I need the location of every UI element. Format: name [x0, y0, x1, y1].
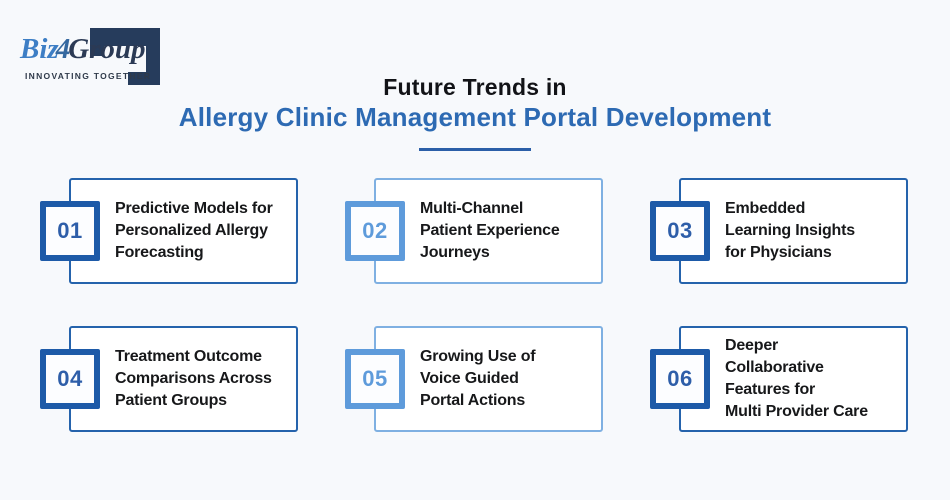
brand-prefix: Biz	[20, 33, 59, 65]
card-number-badge: 06	[650, 349, 710, 409]
trend-card-5: 05 Growing Use of Voice Guided Portal Acti…	[345, 326, 603, 432]
trend-card-1: 01 Predictive Models for Personalized All…	[40, 178, 298, 284]
card-number-badge: 03	[650, 201, 710, 261]
title-divider	[419, 148, 531, 151]
page-title-block: Future Trends in Allergy Clinic Manageme…	[0, 74, 950, 151]
trend-card-4: 04 Treatment Outcome Comparisons Across Pa…	[40, 326, 298, 432]
brand-numeral: 4	[55, 33, 71, 65]
logo-mark-icon	[90, 28, 160, 85]
card-number-badge: 02	[345, 201, 405, 261]
biz4group-logo: Biz4Group INNOVATING TOGETHER	[18, 20, 178, 92]
card-number-badge: 01	[40, 201, 100, 261]
trend-card-2: 02 Multi-Channel Patient Experience Journe…	[345, 178, 603, 284]
card-number-badge: 05	[345, 349, 405, 409]
trend-card-6: 06 Deeper Collaborative Features for Multi …	[650, 326, 908, 432]
page-title: Future Trends in	[383, 74, 567, 100]
card-title: Predictive Models for Personalized Allerg…	[115, 200, 273, 261]
brand-suffix: Group	[68, 33, 146, 65]
page-subtitle: Allergy Clinic Management Portal Develop…	[178, 102, 772, 132]
card-title: Deeper Collaborative Features for Multi Pro…	[725, 337, 868, 420]
card-title: Growing Use of Voice Guided Portal Actions	[420, 348, 536, 409]
card-title: Multi-Channel Patient Experience Journeys	[420, 200, 560, 261]
card-title: Embedded Learning Insights for Physicians	[725, 200, 855, 261]
card-title: Treatment Outcome Comparisons Across Patie…	[115, 348, 272, 409]
trend-card-3: 03 Embedded Learning Insights for Physicia…	[650, 178, 908, 284]
card-number-badge: 04	[40, 349, 100, 409]
brand-name: Biz4Group	[20, 35, 146, 64]
brand-tagline: INNOVATING TOGETHER	[25, 71, 152, 81]
